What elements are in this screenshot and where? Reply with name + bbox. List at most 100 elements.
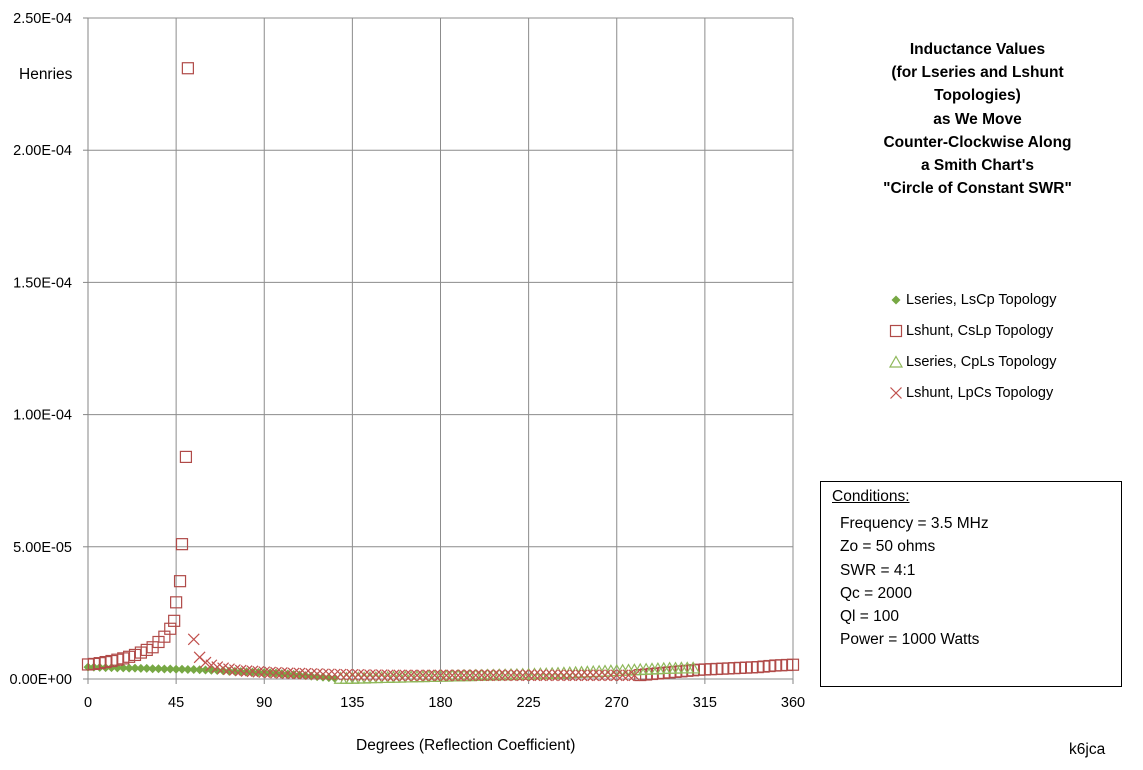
square-point [786,658,800,671]
diamond-marker-icon [891,295,901,304]
x-axis-label: Degrees (Reflection Coefficient) [356,737,576,754]
x-point [599,669,611,682]
x-point [328,668,341,681]
x-point [399,669,412,682]
x-point [499,669,512,682]
square-point [175,538,189,551]
x-point [552,669,564,682]
y-tick-label: 5.00E-05 [13,540,72,556]
x-tick-label: 0 [84,695,92,711]
x-point [616,669,629,682]
y-unit-label: Henries [19,66,73,83]
x-point [540,669,553,682]
x-point [311,668,324,680]
x-point [481,669,494,682]
x-tick-label: 225 [517,695,541,711]
x-point [270,666,282,679]
author-credit: k6jca [1069,741,1106,758]
title-line: a Smith Chart's [920,157,1035,175]
legend: Lseries, LsCp Topology Lshunt, CsLp Topo… [888,284,1056,408]
x-point [422,669,435,682]
x-point [534,669,547,682]
x-point [563,669,576,682]
x-point [393,669,406,682]
x-point [364,669,376,681]
title-line: "Circle of Constant SWR" [883,180,1072,198]
x-point [522,669,535,682]
x-tick-label: 90 [256,695,272,711]
diamond-point [189,664,199,674]
x-point [234,664,247,677]
conditions-box: Conditions: Frequency = 3.5 MHz Zo = 50 … [820,481,1122,687]
conditions-list: Frequency = 3.5 MHz Zo = 50 ohms SWR = 4… [840,512,989,652]
diamond-point [318,672,328,682]
triangle-marker-icon [888,354,904,368]
square-point [164,622,177,635]
x-point [452,669,465,682]
x-point [322,668,335,681]
diamond-point [171,664,181,674]
legend-label: Lshunt, CsLp Topology [906,322,1054,339]
square-point [168,614,181,627]
x-point [604,669,617,682]
x-point [569,669,582,682]
condition-line: Zo = 50 ohms [840,538,936,556]
x-point [610,669,623,682]
title-line: Counter-Clockwise Along [883,133,1072,151]
x-tick-label: 180 [428,695,452,711]
x-point [528,669,541,682]
x-point [287,667,300,680]
condition-line: SWR = 4:1 [840,561,916,579]
square-point [179,450,193,464]
x-point [358,669,371,681]
x-point [199,656,212,669]
x-point [252,665,265,678]
x-tick-label: 360 [781,695,805,711]
square-point [170,596,183,609]
title-line: Topologies) [934,87,1021,105]
x-point [305,668,318,680]
x-point [516,669,529,682]
x-point [258,666,271,679]
x-tick-label: 135 [340,695,364,711]
x-point [487,669,500,682]
x-point [475,669,488,682]
x-point [622,669,635,682]
x-marker-icon [890,386,902,399]
square-point [173,575,187,588]
x-point [510,669,523,682]
diamond-point [195,665,205,675]
x-point [352,668,365,681]
legend-item-lseries-lscp: Lseries, LsCp Topology [888,284,1056,315]
diamond-point [312,672,322,682]
legend-item-lshunt-cslp: Lshunt, CsLp Topology [888,315,1056,346]
x-point [299,667,312,680]
diamond-point [165,664,175,674]
diamond-point [159,664,169,674]
tick-labels: 0 45 90 135 180 225 270 315 360 0.00E+00 5.00E-05 1… [10,11,806,711]
x-point [593,669,606,682]
x-point [458,669,470,682]
x-tick-label: 45 [168,695,184,711]
x-point [293,667,306,680]
condition-line: Frequency = 3.5 MHz [840,515,989,532]
x-point [434,669,447,682]
condition-line: Qc = 2000 [840,584,912,602]
plot-grid [83,17,794,684]
diamond-point [154,664,163,674]
diamond-point [136,663,146,673]
y-tick-label: 2.00E-04 [13,143,72,159]
x-tick-label: 270 [605,695,629,711]
x-point [375,669,388,681]
x-point [334,668,347,681]
x-point [264,666,277,679]
x-point [228,664,241,676]
x-point [546,669,559,682]
legend-item-lseries-cpls: Lseries, CpLs Topology [888,346,1056,377]
diamond-point [124,663,134,673]
x-point [187,633,200,646]
x-point [411,669,423,682]
x-point [428,669,441,682]
x-point [387,669,400,682]
